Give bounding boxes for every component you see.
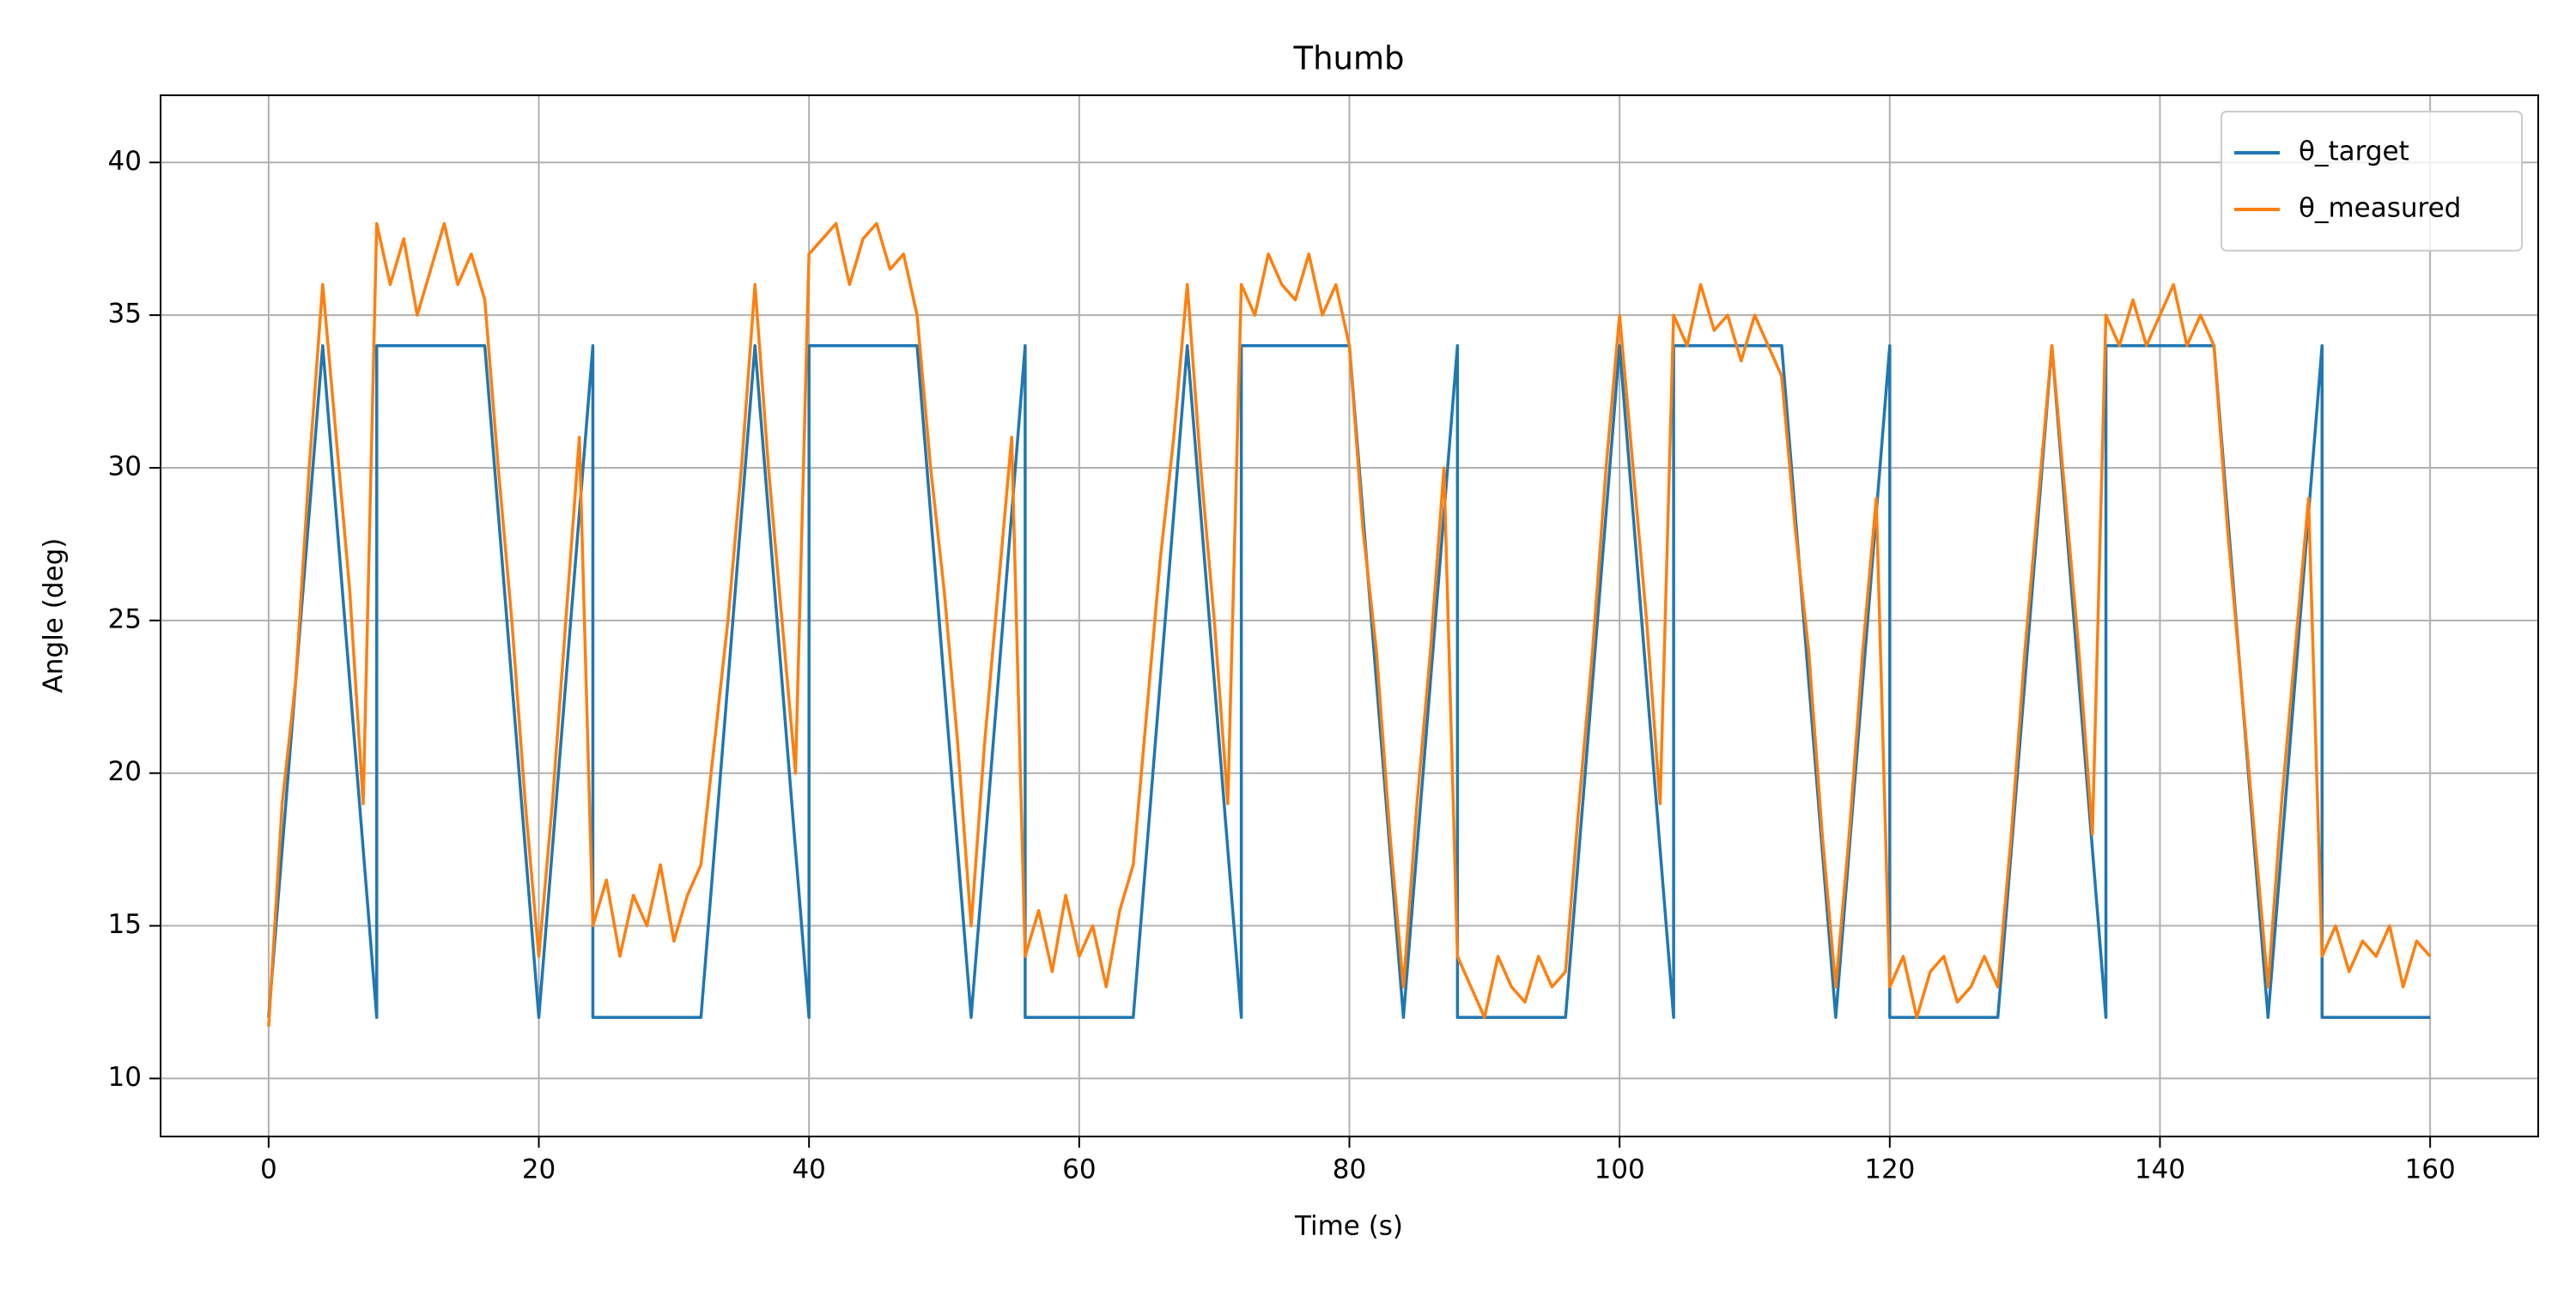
legend-label: θ_measured	[2299, 193, 2461, 224]
x-tick-label: 120	[1864, 1155, 1915, 1185]
x-axis-label: Time (s)	[1294, 1211, 1403, 1242]
legend-box	[2221, 111, 2523, 252]
y-tick-label: 20	[108, 756, 142, 787]
plot-frame	[160, 94, 2539, 1137]
x-tick-label: 20	[522, 1155, 556, 1185]
y-axis-label: Angle (deg)	[39, 538, 70, 694]
x-tick-label: 60	[1062, 1155, 1096, 1185]
x-tick-label: 80	[1333, 1155, 1366, 1185]
x-tick-label: 40	[792, 1155, 825, 1185]
y-tick-label: 25	[108, 603, 142, 634]
y-tick-label: 30	[108, 451, 142, 482]
y-tick-label: 35	[108, 299, 142, 330]
x-tick-label: 100	[1595, 1155, 1645, 1185]
data-line	[267, 221, 2432, 1027]
legend-label: θ_target	[2299, 136, 2409, 167]
chart-title: Thumb	[1292, 40, 1404, 77]
y-tick-label: 10	[108, 1062, 142, 1093]
x-tick-label: 160	[2405, 1155, 2456, 1185]
x-tick-label: 140	[2135, 1155, 2185, 1185]
y-tick-label: 15	[108, 909, 142, 940]
x-tick-label: 0	[260, 1155, 277, 1185]
y-tick-label: 40	[108, 146, 142, 177]
